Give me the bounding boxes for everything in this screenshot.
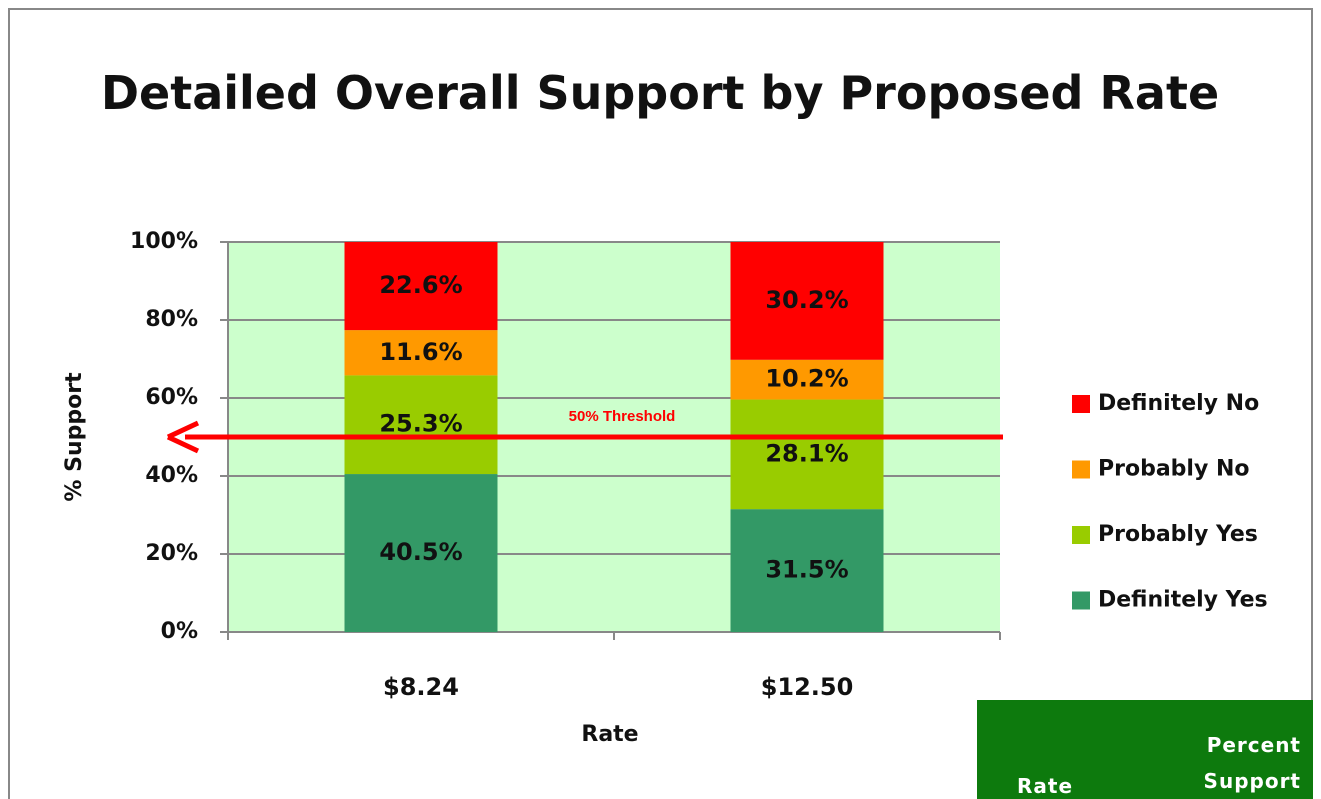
data-label: 22.6% [379, 271, 462, 299]
data-label: 30.2% [765, 286, 848, 314]
y-tick-label: 40% [145, 463, 198, 488]
y-tick-label: 60% [145, 385, 198, 410]
bar-segment [730, 359, 884, 400]
bar-segment [344, 474, 498, 632]
table-header: Rate Percent Support [977, 700, 1313, 799]
legend-swatch [1072, 460, 1090, 479]
data-label: 10.2% [765, 365, 848, 393]
chart-frame [8, 8, 1313, 799]
bar-segment [344, 330, 498, 376]
table-header-cell: Percent Support [1203, 733, 1301, 793]
data-label: 11.6% [379, 338, 462, 366]
y-tick-label: 80% [145, 307, 198, 332]
bar-segment [344, 242, 498, 331]
data-label: 28.1% [765, 439, 848, 467]
bar-segment [730, 509, 884, 632]
x-tick-label: $12.50 [761, 673, 854, 701]
legend-swatch [1072, 395, 1090, 413]
legend-swatch [1072, 591, 1090, 610]
bar-segment [730, 399, 884, 510]
y-tick-label: 100% [130, 229, 198, 254]
threshold-arrowhead [166, 420, 200, 454]
data-label: 25.3% [379, 410, 462, 438]
threshold-label: 50% Threshold [569, 408, 676, 425]
legend-label: Definitely Yes [1098, 588, 1268, 613]
bar-segment [730, 242, 884, 360]
data-label: 31.5% [765, 556, 848, 584]
y-tick-label: 20% [145, 541, 198, 566]
x-tick-label: $8.24 [383, 673, 459, 701]
y-axis-label: % Support [62, 372, 87, 502]
legend-swatch [1072, 526, 1090, 544]
bar-segment [344, 375, 498, 475]
chart-title: Detailed Overall Support by Proposed Rat… [100, 66, 1220, 120]
table-header-cell: Rate [1017, 774, 1074, 798]
x-axis-label: Rate [581, 722, 638, 747]
legend-label: Probably No [1098, 457, 1250, 482]
data-label: 40.5% [379, 538, 462, 566]
y-tick-label: 0% [161, 619, 198, 644]
legend-label: Definitely No [1098, 391, 1259, 416]
legend-label: Probably Yes [1098, 522, 1258, 547]
